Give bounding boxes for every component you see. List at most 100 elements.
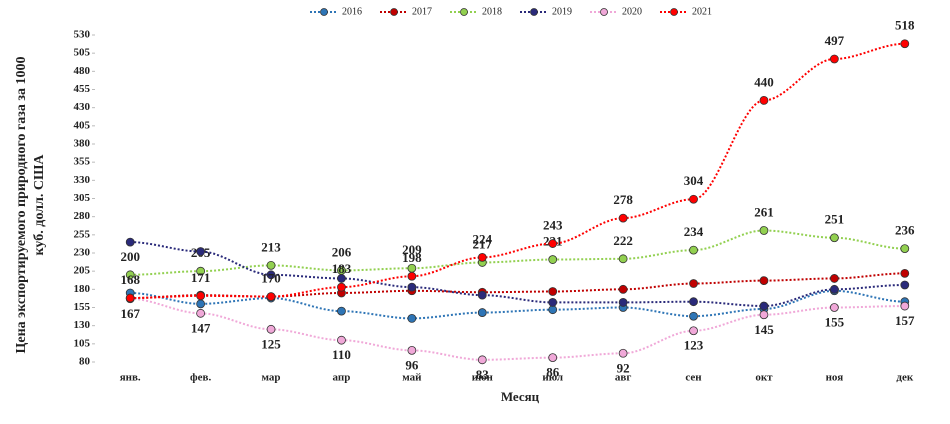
x-tick-label: май: [402, 372, 422, 384]
y-tick-label: 330: [74, 174, 91, 186]
data-label: 123: [684, 338, 704, 353]
point: [196, 308, 206, 318]
y-tick-label: 105: [74, 337, 91, 349]
point: [337, 274, 346, 283]
point: [759, 301, 769, 311]
data-label: 440: [754, 74, 774, 89]
y-tick-label: 80: [79, 356, 91, 368]
x-tick-label: янв.: [120, 372, 141, 384]
point: [407, 345, 417, 355]
legend-label: 2017: [412, 6, 432, 17]
data-label: 518: [895, 18, 915, 33]
x-tick-label: мар: [262, 372, 281, 384]
point: [548, 287, 558, 296]
data-label: 497: [825, 33, 845, 48]
data-label: 198: [402, 250, 422, 265]
point: [477, 355, 487, 365]
point: [196, 291, 206, 301]
point: [407, 313, 417, 323]
point: [618, 284, 628, 294]
point: [548, 239, 558, 248]
y-tick-label: 155: [74, 301, 91, 313]
data-label: 168: [120, 272, 140, 287]
point: [407, 271, 417, 281]
y-tick-label: 130: [74, 319, 91, 331]
point: [477, 290, 487, 300]
point: [689, 311, 698, 321]
legend-marker: [460, 8, 468, 16]
data-label: 92: [617, 360, 630, 375]
data-label: 96: [405, 357, 419, 372]
x-tick-label: сен: [685, 372, 702, 384]
point: [548, 298, 558, 307]
data-label: 147: [191, 320, 211, 335]
point: [689, 279, 698, 288]
data-label: 222: [613, 233, 633, 248]
point: [689, 297, 698, 307]
y-tick-label: 355: [74, 156, 91, 168]
data-label: 261: [754, 204, 774, 219]
point: [266, 270, 276, 280]
y-tick-label: 405: [74, 119, 91, 131]
point: [689, 245, 698, 255]
point: [196, 247, 206, 256]
data-label: 243: [543, 218, 563, 233]
point: [196, 266, 206, 276]
data-label: 86: [546, 365, 560, 380]
point: [407, 263, 417, 273]
series-line: [130, 297, 905, 361]
y-tick-label: 180: [74, 283, 91, 295]
x-axis-title: Месяц: [501, 389, 540, 404]
series-line: [130, 241, 905, 308]
legend-marker: [600, 8, 608, 16]
data-label: 209: [402, 242, 422, 257]
data-label: 170: [261, 271, 281, 286]
data-label: 304: [684, 173, 704, 188]
data-label: 167: [120, 306, 140, 321]
legend-label: 2020: [622, 6, 642, 17]
point: [829, 54, 839, 64]
data-label: 251: [825, 212, 845, 227]
point: [829, 303, 839, 312]
point: [196, 299, 206, 309]
point: [337, 306, 346, 316]
data-label: 83: [476, 367, 490, 382]
series-line: [130, 289, 905, 320]
x-tick-label: окт: [755, 372, 773, 384]
x-tick-label: дек: [896, 372, 913, 384]
x-tick-label: апр: [333, 372, 351, 384]
data-label: 200: [120, 249, 140, 264]
y-tick-label: 505: [74, 47, 91, 59]
point: [266, 260, 276, 270]
data-label: 183: [332, 261, 352, 276]
y-tick-label: 305: [74, 192, 91, 204]
data-label: 278: [613, 192, 633, 207]
legend-label: 2019: [552, 6, 572, 17]
legend-label: 2016: [342, 6, 362, 17]
legend-label: 2021: [692, 6, 712, 17]
point: [266, 292, 276, 302]
point: [548, 353, 558, 363]
y-tick-label: 255: [74, 228, 91, 240]
point: [407, 282, 417, 292]
point: [337, 335, 346, 345]
y-tick-label: 530: [74, 29, 91, 41]
point: [900, 280, 910, 290]
y-tick-label: 205: [74, 265, 91, 277]
x-tick-label: ноя: [826, 372, 844, 384]
point: [759, 226, 769, 235]
point: [759, 96, 769, 105]
point: [759, 310, 769, 320]
legend-marker: [390, 8, 398, 16]
point: [477, 252, 487, 262]
y-tick-label: 280: [74, 210, 91, 222]
legend-marker: [320, 8, 328, 16]
point: [829, 233, 839, 243]
data-label: 224: [473, 231, 493, 246]
point: [337, 282, 346, 292]
data-label: 213: [261, 239, 281, 254]
data-label: 110: [332, 347, 351, 362]
x-tick-label: июл: [542, 372, 563, 384]
point: [900, 244, 910, 254]
